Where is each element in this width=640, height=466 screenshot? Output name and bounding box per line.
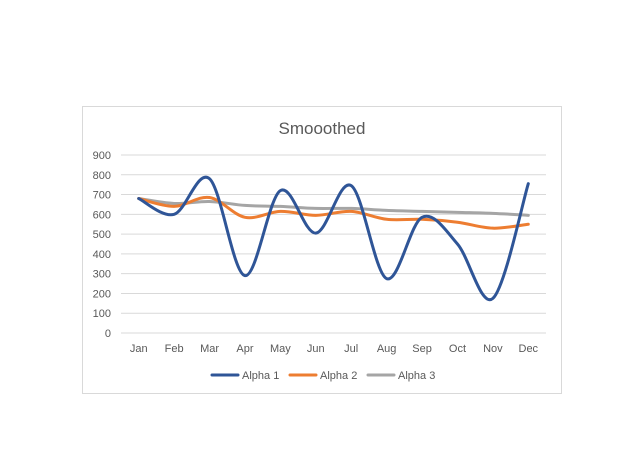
x-tick-label: Nov bbox=[483, 343, 503, 355]
x-tick-label: Jul bbox=[344, 343, 358, 355]
legend: Alpha 1 Alpha 2 Alpha 3 bbox=[210, 370, 435, 382]
y-tick-label: 700 bbox=[93, 190, 111, 202]
x-tick-label: Dec bbox=[519, 343, 539, 355]
legend-label: Alpha 3 bbox=[398, 370, 435, 382]
x-tick-label: Jun bbox=[307, 343, 325, 355]
x-tick-label: May bbox=[270, 343, 291, 355]
y-tick-label: 100 bbox=[93, 308, 111, 320]
gridlines bbox=[121, 154, 546, 334]
y-axis-tick-labels: 0 100 200 300 400 500 600 700 800 900 bbox=[93, 150, 111, 340]
chart-title: Smooothed bbox=[279, 119, 366, 138]
x-tick-label: Feb bbox=[165, 343, 184, 355]
y-tick-label: 0 bbox=[105, 328, 111, 340]
x-tick-label: Apr bbox=[236, 343, 253, 355]
y-tick-label: 300 bbox=[93, 269, 111, 281]
series-line-alpha-2 bbox=[137, 195, 530, 230]
series-line-alpha-1 bbox=[137, 175, 530, 302]
y-tick-label: 200 bbox=[93, 288, 111, 300]
y-tick-label: 900 bbox=[93, 150, 111, 162]
legend-label: Alpha 1 bbox=[242, 370, 279, 382]
y-tick-label: 400 bbox=[93, 249, 111, 261]
y-tick-label: 600 bbox=[93, 209, 111, 221]
x-tick-label: Mar bbox=[200, 343, 219, 355]
legend-label: Alpha 2 bbox=[320, 370, 357, 382]
y-tick-label: 800 bbox=[93, 170, 111, 182]
x-axis-tick-labels: Jan Feb Mar Apr May Jun Jul Aug Sep Oct Nov Dec bbox=[130, 343, 539, 355]
series-lines bbox=[137, 175, 530, 302]
x-tick-label: Sep bbox=[412, 343, 432, 355]
x-tick-label: Jan bbox=[130, 343, 148, 355]
chart-area-border bbox=[82, 106, 562, 394]
x-tick-label: Aug bbox=[377, 343, 397, 355]
x-tick-label: Oct bbox=[449, 343, 466, 355]
y-tick-label: 500 bbox=[93, 229, 111, 241]
